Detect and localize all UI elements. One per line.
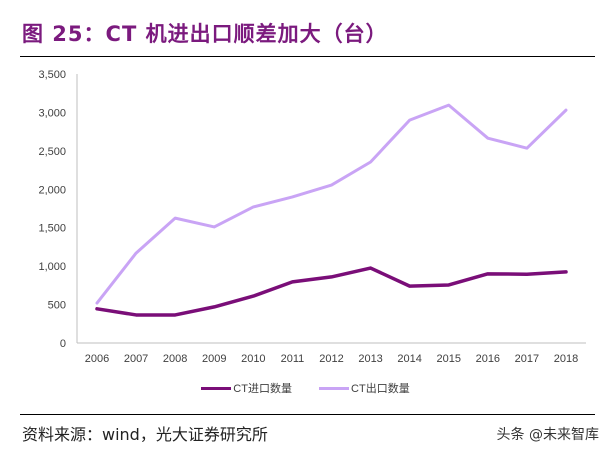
- y-tick-label: 1,000: [38, 261, 66, 273]
- y-tick-label: 0: [60, 338, 66, 350]
- legend-label-import: CT进口数量: [233, 383, 292, 395]
- x-tick-label: 2008: [163, 353, 187, 365]
- x-tick-label: 2010: [241, 353, 265, 365]
- x-tick-label: 2013: [358, 353, 382, 365]
- legend-item-import: CT进口数量: [201, 380, 292, 396]
- y-tick-label: 3,000: [38, 107, 66, 119]
- legend-label-export: CT出口数量: [351, 383, 410, 395]
- source-divider: [20, 414, 595, 415]
- y-tick-label: 3,500: [38, 69, 66, 81]
- watermark: 头条 @未来智库: [496, 427, 599, 443]
- series-line-import: [95, 266, 568, 317]
- x-tick-label: 2015: [437, 353, 461, 365]
- x-tick-label: 2011: [281, 353, 305, 365]
- legend: CT进口数量 CT出口数量: [0, 380, 611, 396]
- source-note: 资料来源：wind，光大证券研究所: [22, 425, 268, 444]
- y-tick-label: 2,000: [38, 184, 66, 196]
- legend-item-export: CT出口数量: [319, 380, 410, 396]
- legend-swatch-import: [201, 386, 232, 390]
- title-divider: [20, 56, 595, 57]
- legend-swatch-export: [319, 386, 350, 390]
- x-tick-label: 2018: [554, 353, 578, 365]
- x-tick-label: 2006: [85, 353, 109, 365]
- line-chart: 0 500 1,000 1,500 2,000 2,500 3,000 3,500 2006 20…: [38, 69, 586, 365]
- x-tick-label: 2009: [202, 353, 226, 365]
- x-tick-label: 2017: [515, 353, 539, 365]
- y-tick-label: 1,500: [38, 223, 66, 235]
- figure-title: 图 25：CT 机进出口顺差加大（台）: [22, 22, 388, 46]
- x-tick-label: 2007: [124, 353, 148, 365]
- x-tick-label: 2012: [319, 353, 343, 365]
- x-tick-label: 2016: [476, 353, 500, 365]
- y-tick-label: 500: [48, 300, 66, 312]
- x-tick-label: 2014: [397, 353, 421, 365]
- y-tick-label: 2,500: [38, 146, 66, 158]
